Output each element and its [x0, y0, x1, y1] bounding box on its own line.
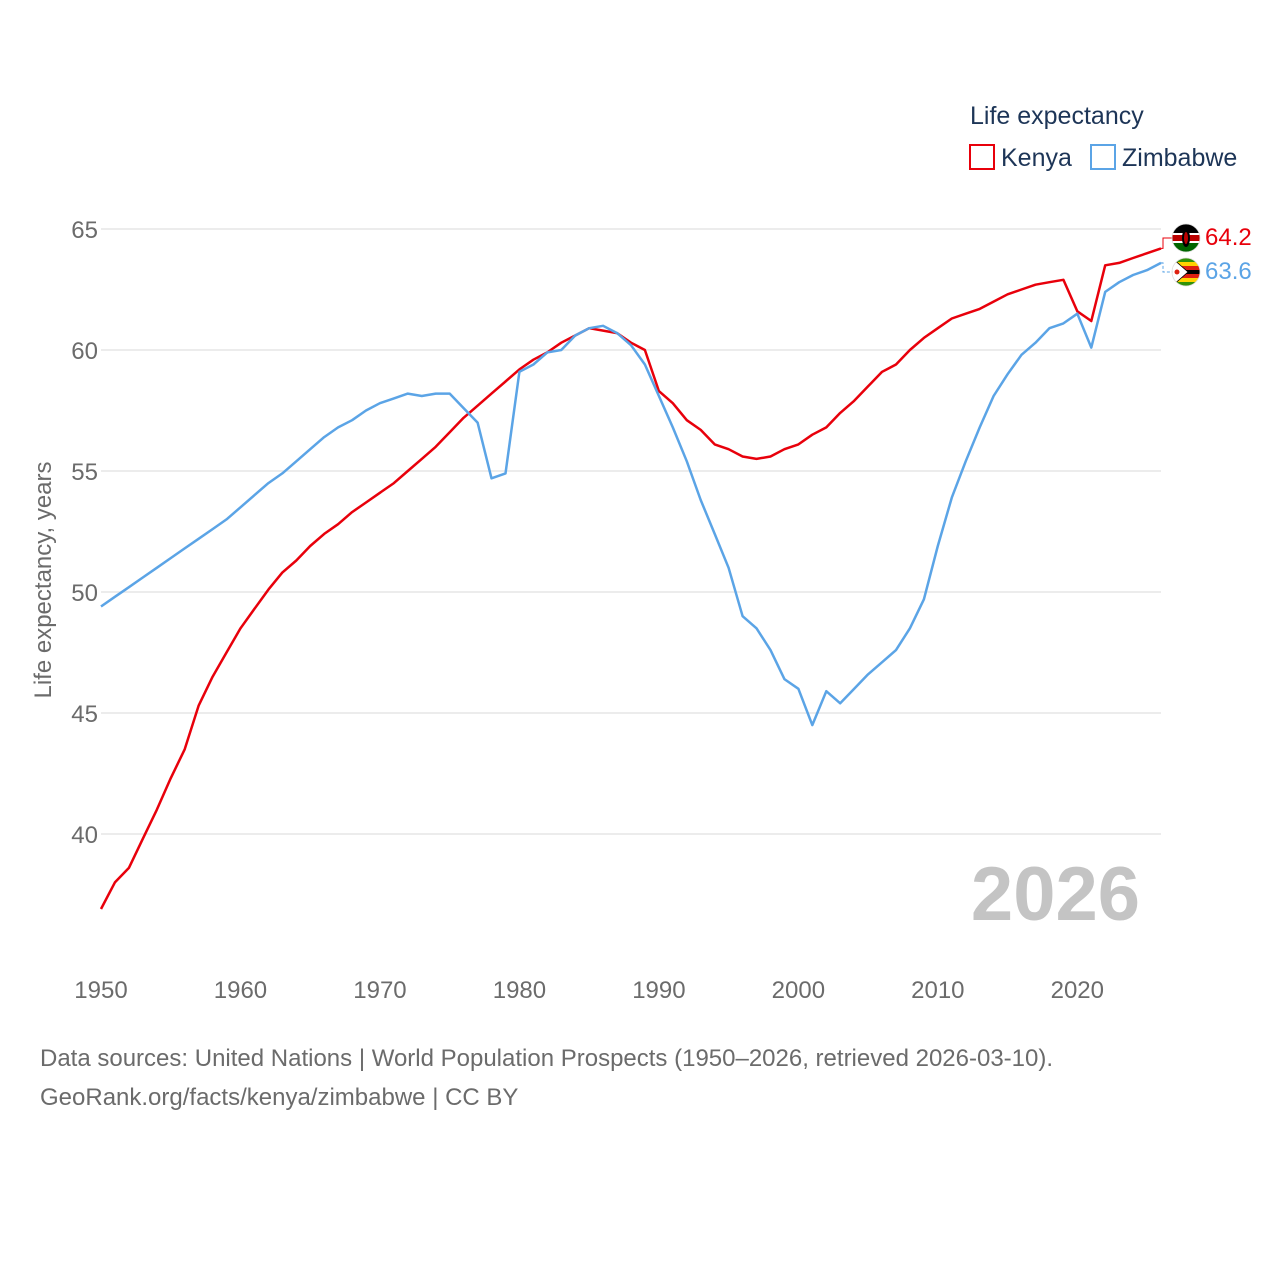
legend-item-kenya[interactable]: Kenya: [969, 144, 1072, 172]
kenya-flag-icon: [1171, 223, 1201, 253]
y-tick-label: 45: [71, 701, 98, 728]
x-tick-label: 2010: [911, 977, 964, 1004]
grid-lines: [101, 228, 1161, 835]
x-tick-label: 1980: [493, 977, 546, 1004]
y-tick-label: 55: [71, 459, 98, 486]
end-connector-kenya: [1161, 237, 1172, 249]
zimbabwe-flag-icon: [1171, 257, 1201, 287]
series-line-zimbabwe: [100, 261, 1162, 727]
y-axis-ticks: 40 45 50 55 60 65: [71, 217, 98, 849]
y-tick-label: 40: [71, 822, 98, 849]
legend-swatch-zimbabwe: [1090, 144, 1116, 170]
x-axis-ticks: 1950 1960 1970 1980 1990 2000 2010 2020: [74, 977, 1104, 1004]
y-tick-label: 60: [71, 338, 98, 365]
x-tick-label: 2000: [772, 977, 825, 1004]
x-tick-label: 2020: [1051, 977, 1104, 1004]
source-line-1: Data sources: United Nations | World Pop…: [40, 1045, 1054, 1072]
year-watermark: 2026: [971, 852, 1140, 937]
legend-label-zimbabwe: Zimbabwe: [1122, 144, 1237, 172]
series-line-kenya: [99, 247, 1162, 910]
x-tick-label: 1950: [74, 977, 127, 1004]
legend-label-kenya: Kenya: [1001, 144, 1072, 172]
end-connector-zimbabwe: [1161, 262, 1172, 273]
zimbabwe-end-value: 63.6: [1205, 258, 1252, 285]
x-tick-label: 1990: [632, 977, 685, 1004]
legend-swatch-kenya: [969, 144, 995, 170]
legend-item-zimbabwe[interactable]: Zimbabwe: [1090, 144, 1237, 172]
x-tick-label: 1970: [353, 977, 406, 1004]
legend-title: Life expectancy: [970, 102, 1144, 130]
y-axis-title: Life expectancy, years: [30, 461, 57, 698]
kenya-end-value: 64.2: [1205, 224, 1252, 251]
source-line-2[interactable]: GeoRank.org/facts/kenya/zimbabwe | CC BY: [40, 1084, 519, 1111]
end-label-connectors: [1161, 237, 1172, 273]
y-tick-label: 50: [71, 580, 98, 607]
x-tick-label: 1960: [214, 977, 267, 1004]
series-lines: [99, 247, 1162, 910]
legend: Life expectancy Kenya Zimbabwe: [969, 102, 1237, 172]
y-tick-label: 65: [71, 217, 98, 244]
